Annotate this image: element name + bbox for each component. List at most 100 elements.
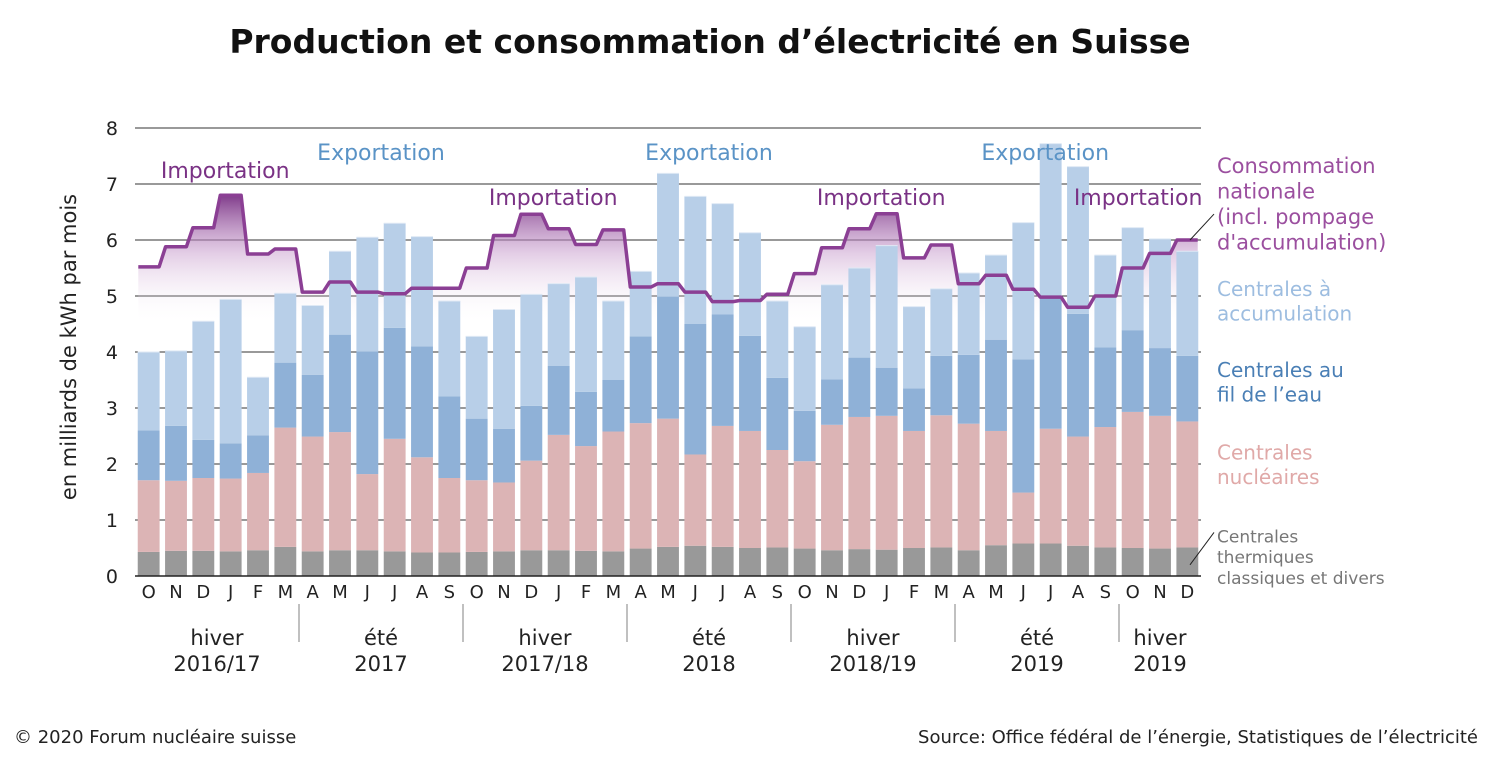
bar-segment <box>985 430 1007 546</box>
period-year-label: 2017/18 <box>501 652 588 676</box>
bar-segment <box>465 336 488 419</box>
x-tick-label: J <box>883 582 889 603</box>
annotation-import: Importation <box>817 186 946 211</box>
x-tick-label: O <box>470 582 484 603</box>
x-tick-label: M <box>278 582 294 603</box>
bar-segment <box>930 355 953 416</box>
bar-segment <box>684 196 707 324</box>
legend-label: fil de l’eau <box>1217 383 1322 407</box>
legend-label: Centrales à <box>1217 277 1331 301</box>
bar-segment <box>575 276 597 392</box>
bar-segment <box>875 415 898 550</box>
bar-segment <box>1039 298 1062 429</box>
bar-segment <box>137 352 160 431</box>
x-tick-label: J <box>391 582 397 603</box>
bar-segment <box>1176 355 1199 422</box>
bar-segment <box>602 551 625 576</box>
bar-segment <box>356 474 379 551</box>
bar-segment <box>192 321 215 440</box>
annotation-import: Importation <box>1074 186 1203 211</box>
bar-segment <box>575 446 597 551</box>
x-tick-label: N <box>1153 582 1166 603</box>
bar-segment <box>192 439 215 478</box>
bar-segment <box>301 305 324 375</box>
period-label: été <box>364 626 398 650</box>
annotation-export: Exportation <box>981 141 1109 166</box>
bar-segment <box>575 391 597 447</box>
bar-segment <box>848 357 871 417</box>
bar-segment <box>547 550 570 576</box>
y-tick-label: 1 <box>106 510 118 532</box>
bar-segment <box>247 550 269 576</box>
legend-label: Centrales <box>1217 527 1298 547</box>
x-tick-label: F <box>253 582 263 603</box>
y-tick-label: 7 <box>106 174 118 196</box>
legend-label: Centrales au <box>1217 358 1344 382</box>
bar-segment <box>1039 543 1062 576</box>
consumption-step-line <box>138 193 1198 309</box>
x-tick-label: S <box>1100 582 1111 603</box>
x-tick-label: N <box>497 582 510 603</box>
bar-segment <box>274 362 297 428</box>
bar-segment <box>192 550 215 576</box>
bar-segment <box>1121 548 1144 576</box>
legend-label: thermiques <box>1217 548 1314 568</box>
bar-segment <box>165 350 187 426</box>
bar-segment <box>219 299 242 444</box>
bar-segment <box>957 423 980 551</box>
bar-segment <box>739 548 761 576</box>
bar-segment <box>411 346 433 458</box>
bar-segment <box>356 550 379 576</box>
bar-segment <box>875 245 898 368</box>
bar-segment <box>274 427 297 547</box>
bar-segment <box>684 545 707 576</box>
x-tick-label: O <box>1126 582 1140 603</box>
bar-segment <box>1067 436 1089 546</box>
bar-segment <box>301 436 324 552</box>
bar-segment <box>848 549 871 576</box>
bar-segment <box>411 552 433 576</box>
period-year-label: 2019 <box>1133 652 1186 676</box>
period-year-label: 2016/17 <box>173 652 260 676</box>
bar-segment <box>465 418 488 481</box>
bar-segment <box>957 273 980 355</box>
x-tick-label: S <box>444 582 455 603</box>
bar-segment <box>821 379 843 425</box>
bar-segment <box>219 478 242 552</box>
bar-segment <box>165 550 187 576</box>
y-tick-label: 5 <box>106 286 118 308</box>
bar-segment <box>793 548 816 576</box>
bar-segment <box>766 547 789 576</box>
x-tick-label: J <box>1020 582 1026 603</box>
bar-segment <box>575 550 597 576</box>
bar-segment <box>356 237 379 352</box>
y-axis-label: en milliards de kWh par mois <box>57 194 81 500</box>
bars <box>137 143 1199 576</box>
annotation-import: Importation <box>489 186 618 211</box>
bar-segment <box>711 314 734 426</box>
bar-segment <box>329 334 351 433</box>
annotation-export: Exportation <box>317 141 445 166</box>
bar-segment <box>547 283 570 366</box>
x-tick-label: N <box>825 582 838 603</box>
bar-segment <box>438 301 461 397</box>
period-year-label: 2019 <box>1010 652 1063 676</box>
bar-segment <box>903 548 925 576</box>
bar-segment <box>438 478 461 553</box>
bar-segment <box>985 339 1007 431</box>
legend-leader-line <box>1189 213 1215 241</box>
bar-segment <box>411 457 433 553</box>
legend-label: (incl. pompage <box>1217 205 1374 229</box>
bar-segment <box>219 551 242 576</box>
x-tick-label: D <box>852 582 866 603</box>
bar-segment <box>1121 330 1144 412</box>
bar-segment <box>957 354 980 424</box>
bar-segment <box>793 326 816 411</box>
bar-segment <box>274 546 297 576</box>
y-tick-label: 8 <box>106 118 118 140</box>
x-tick-label: D <box>196 582 210 603</box>
x-tick-label: J <box>364 582 370 603</box>
bar-segment <box>137 480 160 552</box>
x-tick-label: A <box>744 582 757 603</box>
